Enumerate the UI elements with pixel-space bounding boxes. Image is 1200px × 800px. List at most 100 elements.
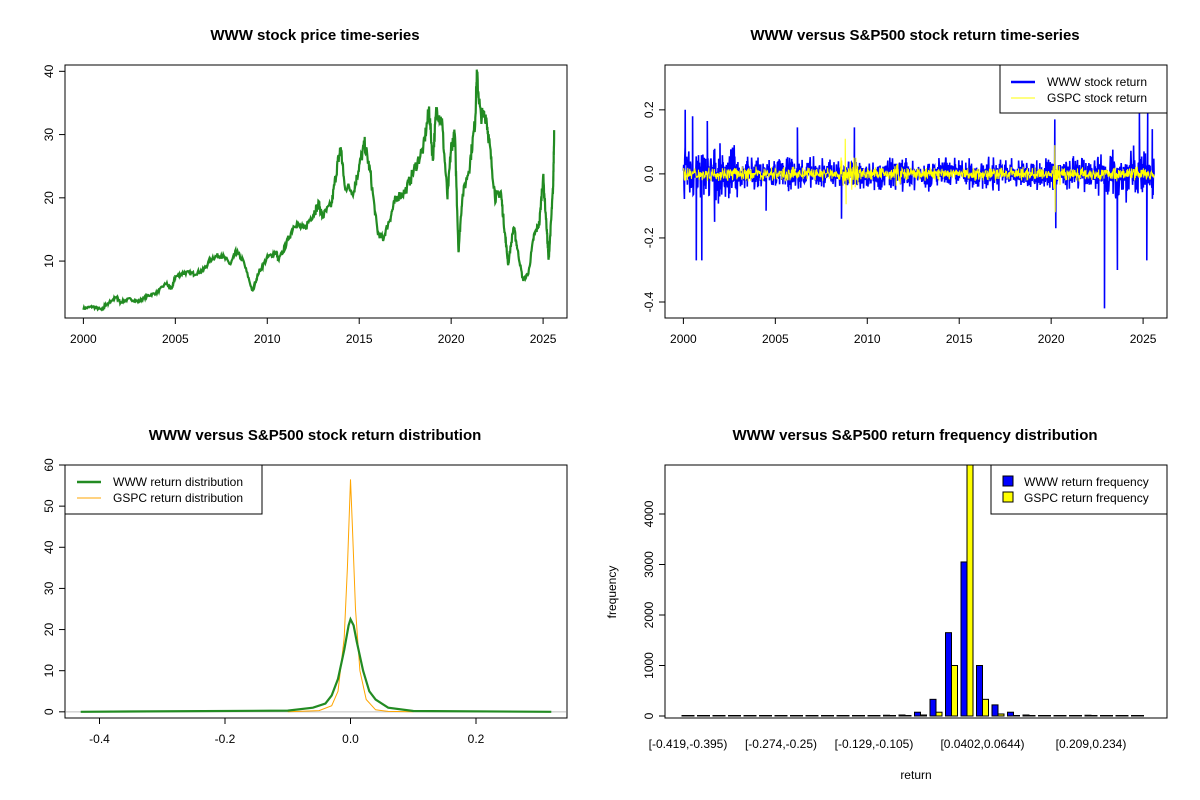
x-tick-label: 2000: [670, 332, 697, 346]
www-bar: [1007, 711, 1014, 717]
www-bar: [1022, 714, 1030, 717]
panel2-title: WWW versus S&P500 stock return time-seri…: [750, 27, 1079, 44]
gspc-bar: [920, 714, 927, 717]
gspc-bar: [1137, 715, 1144, 717]
gspc-bar: [718, 715, 726, 717]
gspc-bar: [1044, 715, 1051, 717]
www-bar: [790, 715, 797, 717]
www-bar: [836, 715, 844, 717]
y-tick-label: 30: [42, 581, 56, 595]
gspc-bar: [951, 664, 958, 717]
y-tick-label: 10: [42, 664, 56, 678]
www-bar: [805, 715, 813, 717]
gspc-bar: [796, 715, 803, 717]
y-tick-label: 1000: [642, 652, 656, 679]
www-bar: [774, 715, 782, 717]
x-tick-label: [0.0402,0.0644): [940, 737, 1024, 751]
y-tick-label: -0.2: [642, 227, 656, 248]
x-axis-label: return: [900, 768, 931, 782]
x-tick-label: 2005: [162, 332, 189, 346]
gspc-bar: [749, 715, 757, 717]
plot-frame: [64, 64, 568, 319]
legend-label-www: WWW stock return: [1047, 75, 1147, 89]
legend-density: WWW return distribution GSPC return dist…: [64, 464, 263, 515]
x-tick-label: 2020: [1038, 332, 1065, 346]
www-bar: [821, 715, 828, 717]
gspc-bar: [780, 715, 788, 717]
price-line: [82, 69, 556, 312]
www-bar: [945, 632, 952, 717]
gspc-return-line: [682, 138, 1155, 213]
legend-label-gspc: GSPC stock return: [1047, 91, 1147, 105]
gspc-bar: [842, 715, 850, 717]
panel1-title: WWW stock price time-series: [210, 27, 419, 44]
gspc-bar: [889, 715, 896, 717]
www-bar: [883, 714, 890, 717]
www-bar: [1053, 715, 1061, 717]
gspc-bar: [1075, 715, 1082, 717]
panel3-title: WWW versus S&P500 stock return distribut…: [149, 427, 482, 444]
y-tick-label: 40: [42, 64, 56, 78]
x-tick-label: 2005: [762, 332, 789, 346]
gspc-bar: [1013, 715, 1020, 717]
x-tick-label: [-0.419,-0.395): [649, 737, 728, 751]
gspc-bar: [982, 698, 989, 717]
panel4-title: WWW versus S&P500 return frequency distr…: [732, 427, 1097, 444]
legend-swatch-www: [1002, 475, 1014, 487]
y-tick-label: 0.0: [642, 165, 656, 182]
gspc-density-line: [287, 479, 414, 713]
x-tick-label: 2000: [70, 332, 97, 346]
www-density-line: [80, 616, 552, 713]
panel-histogram: 0 1000 2000 3000 4000 [-0.419,-0.395) [-0.274,…: [642, 464, 1168, 751]
gspc-bar: [827, 715, 834, 717]
y-tick-label: 60: [42, 458, 56, 472]
gspc-bar: [935, 711, 943, 717]
y-tick-label: 30: [42, 128, 56, 142]
legend-label-gspc: GSPC return distribution: [113, 491, 243, 505]
gspc-bar: [966, 464, 974, 717]
x-tick-label: [-0.274,-0.25): [745, 737, 817, 751]
gspc-bar: [1059, 715, 1067, 717]
www-bar: [743, 715, 751, 717]
www-bar: [1084, 714, 1092, 717]
panel-returns: 2000 2005 2010 2015 2020 2025 -0.4 -0.2 0.0 0.2: [642, 64, 1168, 346]
panel-density: -0.4 -0.2 0.0 0.2 0 10 20 30 40 50 60: [42, 458, 568, 746]
gspc-bar: [1121, 715, 1129, 717]
www-bar: [898, 714, 906, 717]
x-tick-label: 2010: [854, 332, 881, 346]
www-bar: [728, 715, 735, 717]
x-tick-label: 2015: [946, 332, 973, 346]
y-tick-label: 0.2: [642, 101, 656, 118]
gspc-bar: [997, 713, 1005, 717]
x-tick-label: 2025: [1130, 332, 1157, 346]
gspc-bar: [1106, 715, 1113, 717]
www-bar: [1069, 715, 1076, 717]
www-bar: [1131, 715, 1138, 717]
www-bar: [976, 664, 983, 717]
y-tick-label: 0: [42, 708, 56, 715]
y-tick-label: 40: [42, 540, 56, 554]
gspc-bar: [811, 715, 819, 717]
gspc-bar: [734, 715, 741, 717]
www-bar: [697, 715, 704, 717]
y-tick-label: -0.4: [642, 291, 656, 312]
www-bar: [867, 715, 875, 717]
x-tick-label: 2025: [530, 332, 557, 346]
www-bar: [759, 715, 766, 717]
x-tick-label: 2010: [254, 332, 281, 346]
www-bar: [712, 715, 720, 717]
gspc-bar: [873, 715, 881, 717]
legend-swatch-gspc: [1002, 491, 1014, 503]
legend-returns: WWW stock return GSPC stock return: [999, 64, 1168, 114]
www-bar: [960, 561, 968, 717]
legend-histogram: WWW return frequency GSPC return frequen…: [990, 464, 1168, 515]
www-return-line: [682, 109, 1155, 309]
www-bar: [1038, 715, 1045, 717]
x-tick-label: [-0.129,-0.105): [835, 737, 914, 751]
www-bar: [681, 715, 689, 717]
y-tick-label: 10: [42, 254, 56, 268]
y-tick-label: 20: [42, 191, 56, 205]
panel-price: 2000 2005 2010 2015 2020 2025 10 20 30 40: [42, 64, 568, 346]
y-tick-label: 3000: [642, 551, 656, 578]
